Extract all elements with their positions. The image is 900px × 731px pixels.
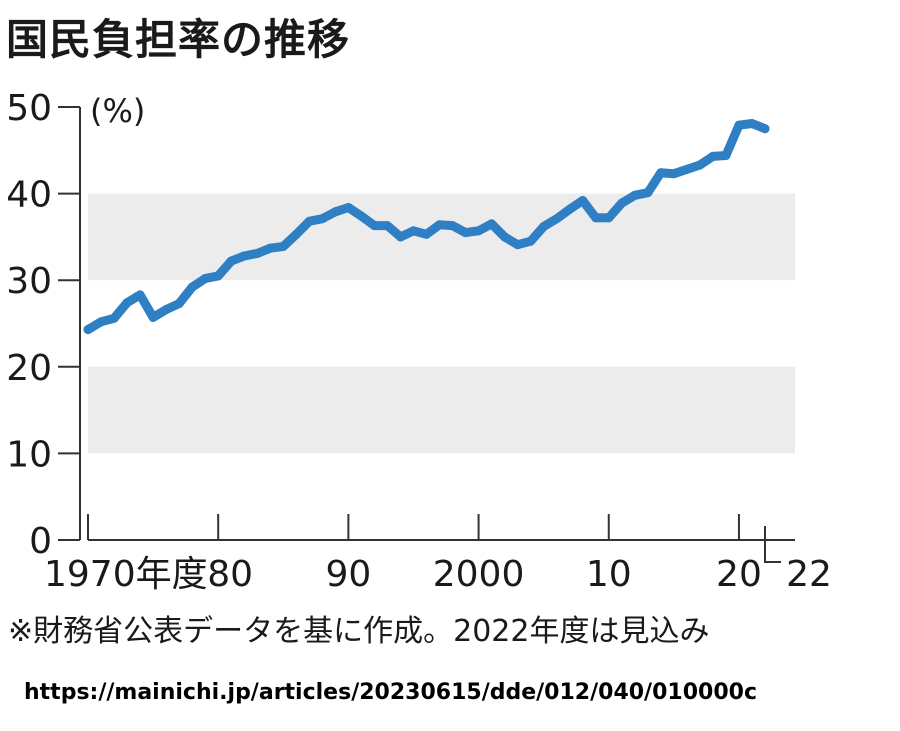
data-point xyxy=(422,229,431,239)
data-point xyxy=(695,160,705,170)
data-point xyxy=(747,118,757,128)
x-tick-label: 90 xyxy=(325,554,371,595)
data-point xyxy=(395,232,405,242)
data-point xyxy=(734,120,744,130)
data-point xyxy=(552,214,562,224)
data-point xyxy=(474,226,484,236)
x-tick-bracket xyxy=(764,526,781,563)
x-tick-label: 20 xyxy=(716,554,762,595)
data-point xyxy=(461,228,471,238)
y-tick-label: 20 xyxy=(6,348,52,389)
data-point xyxy=(122,298,132,308)
data-point xyxy=(278,241,288,251)
data-point xyxy=(161,305,171,315)
data-point xyxy=(187,282,197,292)
data-point xyxy=(226,256,236,266)
axes xyxy=(79,107,795,541)
grid-band xyxy=(88,193,795,281)
x-ticks: 1970年度 80 90 2000 10 20 22 xyxy=(44,514,832,595)
data-point xyxy=(252,248,262,258)
data-point xyxy=(96,317,106,327)
data-point xyxy=(617,198,627,208)
data-point xyxy=(682,164,692,174)
data-point xyxy=(578,196,588,206)
x-tick-label: 10 xyxy=(586,554,632,595)
data-point xyxy=(656,168,666,178)
x-tick-label: 2000 xyxy=(433,554,525,595)
data-points xyxy=(83,118,770,335)
data-point xyxy=(239,251,249,261)
chart-title: 国民負担率の推移 xyxy=(6,15,351,64)
data-point xyxy=(213,271,223,281)
x-tick-label: 80 xyxy=(207,554,253,595)
line-chart: 0 10 20 30 40 50 1970年度 80 90 2000 10 20 22 (%) xyxy=(6,88,832,595)
data-point xyxy=(435,220,445,230)
data-point xyxy=(317,214,327,224)
data-point xyxy=(343,202,353,212)
y-axis-label: (%) xyxy=(90,92,145,130)
y-tick-label: 0 xyxy=(29,521,52,562)
data-point xyxy=(200,273,210,283)
data-point xyxy=(500,232,510,242)
y-tick-label: 50 xyxy=(6,88,52,129)
grid-bands xyxy=(88,193,795,454)
data-point xyxy=(539,222,549,232)
data-point xyxy=(369,221,379,231)
data-point xyxy=(148,312,158,322)
data-point xyxy=(487,219,497,229)
grid-band xyxy=(88,366,795,454)
y-tick-label: 10 xyxy=(6,434,52,475)
data-point xyxy=(591,213,601,223)
data-point xyxy=(109,313,119,323)
data-point xyxy=(760,124,770,134)
data-point xyxy=(708,151,718,161)
data-point xyxy=(630,190,640,200)
data-point xyxy=(356,211,366,221)
data-point xyxy=(448,221,458,231)
data-point xyxy=(135,290,145,300)
data-point xyxy=(382,221,392,231)
x-tick-label: 1970年度 xyxy=(44,554,208,595)
data-point xyxy=(174,299,184,309)
data-point xyxy=(643,188,653,198)
data-point xyxy=(408,226,418,236)
data-point xyxy=(304,216,314,226)
source-url: https://mainichi.jp/articles/20230615/dd… xyxy=(24,680,757,705)
data-point xyxy=(83,325,93,335)
y-tick-label: 30 xyxy=(6,261,52,302)
data-point xyxy=(330,207,340,217)
data-point xyxy=(526,236,536,246)
footnote: ※財務省公表データを基に作成。2022年度は見込み xyxy=(8,614,710,649)
data-point xyxy=(565,204,575,214)
y-tick-label: 40 xyxy=(6,175,52,216)
data-point xyxy=(604,213,614,223)
data-point xyxy=(513,240,523,250)
data-point xyxy=(291,229,301,239)
y-ticks: 0 10 20 30 40 50 xyxy=(6,88,80,562)
data-point xyxy=(721,150,731,160)
data-point xyxy=(265,243,275,253)
data-point xyxy=(669,169,679,179)
x-tick-label: 22 xyxy=(786,554,832,595)
